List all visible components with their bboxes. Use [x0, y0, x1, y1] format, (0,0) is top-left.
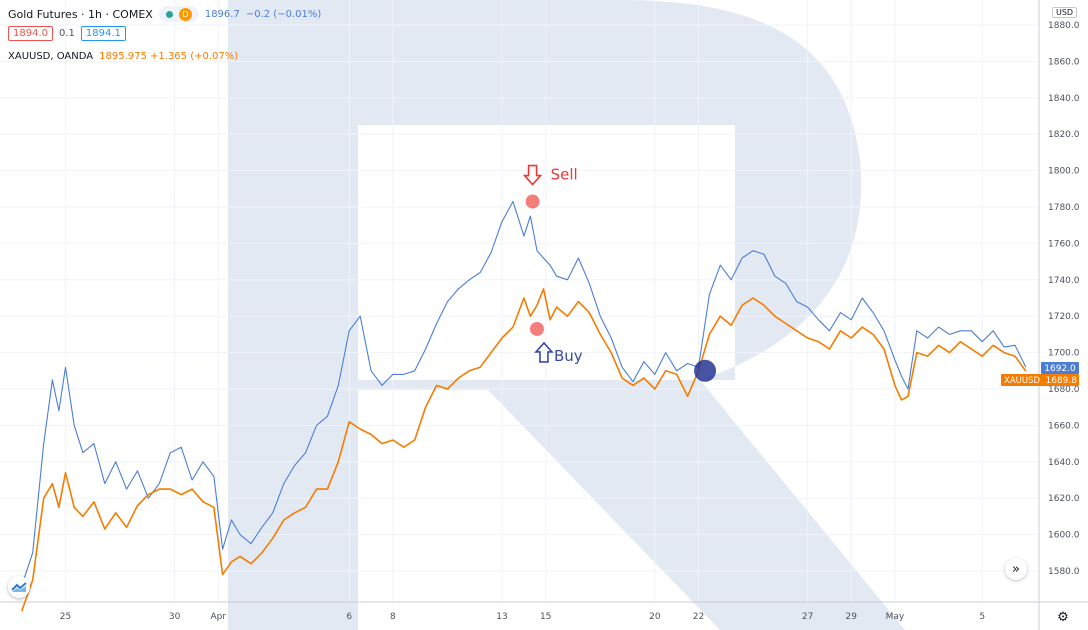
x-tick-label: 6	[346, 612, 352, 622]
y-tick-label: 1700.0	[1048, 349, 1080, 359]
gold-futures-line[interactable]	[21, 200, 1027, 586]
buy-label: Buy	[554, 347, 583, 365]
y-tick-label: 1720.0	[1048, 312, 1080, 322]
tradingview-logo-icon	[11, 582, 27, 592]
x-tick-label: 29	[846, 612, 858, 622]
price-change: −0.2 (−0.01%)	[245, 8, 322, 20]
x-tick-label: May	[886, 612, 905, 622]
x-tick-label: 27	[802, 612, 813, 622]
signal-marker[interactable]	[694, 359, 717, 382]
compare-symbol-label[interactable]: XAUUSD, OANDA	[8, 51, 94, 62]
y-tick-label: 1760.0	[1048, 239, 1080, 249]
sell-label: Sell	[551, 166, 578, 184]
last-price: 1896.7	[204, 8, 240, 20]
x-tick-label: 20	[649, 612, 661, 622]
market-open-icon	[165, 10, 173, 18]
compare-values: 1895.975 +1.365 (+0.07%)	[99, 51, 239, 62]
y-tick-label: 1780.0	[1048, 203, 1080, 213]
scroll-to-realtime-button[interactable]: »	[1005, 558, 1027, 580]
double-chevron-right-icon: »	[1012, 561, 1020, 577]
bid-price-box[interactable]: 1894.0	[8, 26, 53, 41]
x-tick-label: 30	[169, 612, 181, 622]
xauusd-price-badge	[1001, 374, 1079, 386]
y-tick-label: 1840.0	[1048, 94, 1080, 104]
xauusd-line[interactable]	[21, 288, 1027, 612]
y-tick-label: 1620.0	[1048, 494, 1080, 504]
watermark-logo	[228, 0, 905, 630]
signal-marker[interactable]	[525, 194, 540, 209]
x-tick-label: 25	[60, 612, 71, 622]
y-tick-label: 1660.0	[1048, 421, 1080, 431]
settings-button[interactable]: ⚙	[1052, 606, 1074, 628]
y-tick-label: 1860.0	[1048, 57, 1080, 67]
ask-price-box[interactable]: 1894.1	[80, 26, 126, 41]
y-tick-label: 1580.0	[1048, 567, 1080, 577]
gold-futures-price-badge	[1041, 362, 1079, 374]
market-status-pill[interactable]: D	[158, 6, 199, 22]
x-tick-label: 8	[390, 612, 396, 622]
sell-arrow-icon	[522, 164, 543, 186]
symbol-title[interactable]: Gold Futures · 1h · COMEX	[8, 7, 153, 21]
bid-ask-row: 1894.0 0.1 1894.1	[8, 26, 126, 41]
x-tick-label: Apr	[210, 612, 226, 622]
y-tick-label: 1640.0	[1048, 458, 1080, 468]
x-tick-label: 5	[979, 612, 985, 622]
legend-title-row: Gold Futures · 1h · COMEX D 1896.7 −0.2 …	[8, 6, 321, 22]
y-tick-label: 1740.0	[1048, 276, 1080, 286]
currency-button[interactable]: USD	[1052, 7, 1078, 18]
y-tick-label: 1600.0	[1048, 531, 1080, 541]
delayed-data-badge: D	[178, 7, 192, 21]
y-tick-label: 1800.0	[1048, 167, 1080, 177]
y-tick-label: 1820.0	[1048, 130, 1080, 140]
x-tick-label: 13	[496, 612, 507, 622]
xauusd-price-label: 1689.8	[1046, 376, 1078, 386]
signal-marker[interactable]	[529, 321, 544, 336]
gold-futures-price-label: 1692.0	[1044, 364, 1076, 374]
y-tick-label: 1880.0	[1048, 21, 1080, 31]
y-tick-label: 1680.0	[1048, 385, 1080, 395]
spread-value: 0.1	[59, 28, 75, 39]
xauusd-badge-name: XAUUSD	[1004, 376, 1040, 386]
buy-arrow-icon	[534, 341, 554, 363]
gear-icon: ⚙	[1057, 609, 1069, 625]
compare-legend-row: XAUUSD, OANDA 1895.975 +1.365 (+0.07%)	[8, 51, 238, 62]
x-tick-label: 15	[540, 612, 551, 622]
x-tick-label: 22	[693, 612, 704, 622]
tradingview-logo[interactable]	[8, 576, 30, 598]
